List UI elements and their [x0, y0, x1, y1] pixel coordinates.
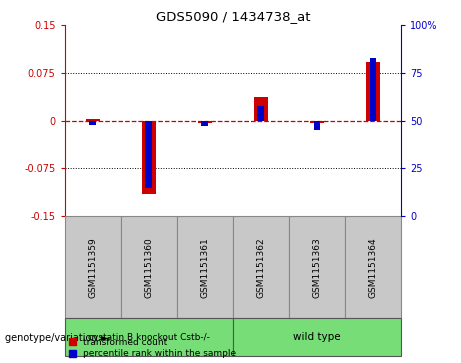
Text: GSM1151359: GSM1151359 — [88, 237, 97, 298]
Bar — [121, 216, 177, 318]
Bar — [201, 121, 208, 126]
Title: GDS5090 / 1434738_at: GDS5090 / 1434738_at — [155, 10, 310, 23]
Text: GSM1151362: GSM1151362 — [256, 237, 266, 298]
Text: GSM1151360: GSM1151360 — [144, 237, 153, 298]
Text: wild type: wild type — [293, 332, 341, 342]
Bar — [198, 121, 212, 123]
Text: GSM1151363: GSM1151363 — [313, 237, 321, 298]
Bar — [258, 106, 264, 121]
Bar — [89, 121, 96, 125]
Bar — [310, 121, 324, 123]
Bar — [65, 216, 121, 318]
Text: GSM1151361: GSM1151361 — [200, 237, 209, 298]
Bar — [142, 121, 156, 194]
Bar — [370, 58, 376, 121]
Bar — [366, 62, 380, 121]
Bar — [313, 121, 320, 130]
Text: cystatin B knockout Cstb-/-: cystatin B knockout Cstb-/- — [88, 333, 210, 342]
Bar — [233, 318, 401, 356]
Bar — [289, 216, 345, 318]
Legend: transformed count, percentile rank within the sample: transformed count, percentile rank withi… — [69, 338, 236, 359]
Bar — [177, 216, 233, 318]
Bar — [233, 216, 289, 318]
Bar — [254, 97, 268, 121]
Text: GSM1151364: GSM1151364 — [368, 237, 378, 298]
Bar — [145, 121, 152, 188]
Bar — [86, 119, 100, 121]
Bar — [345, 216, 401, 318]
Text: genotype/variation ►: genotype/variation ► — [5, 333, 108, 343]
Bar — [65, 318, 233, 356]
